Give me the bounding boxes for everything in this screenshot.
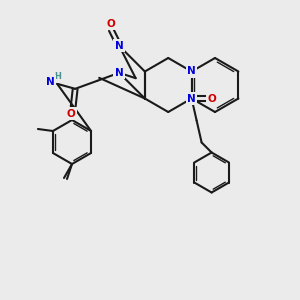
Text: N: N xyxy=(115,68,124,78)
Text: H: H xyxy=(55,72,62,81)
Text: O: O xyxy=(67,109,76,119)
Text: O: O xyxy=(107,19,116,29)
Text: O: O xyxy=(207,94,216,103)
Text: N: N xyxy=(187,67,196,76)
Text: N: N xyxy=(115,41,124,51)
Text: N: N xyxy=(187,94,196,103)
Text: N: N xyxy=(46,77,55,87)
